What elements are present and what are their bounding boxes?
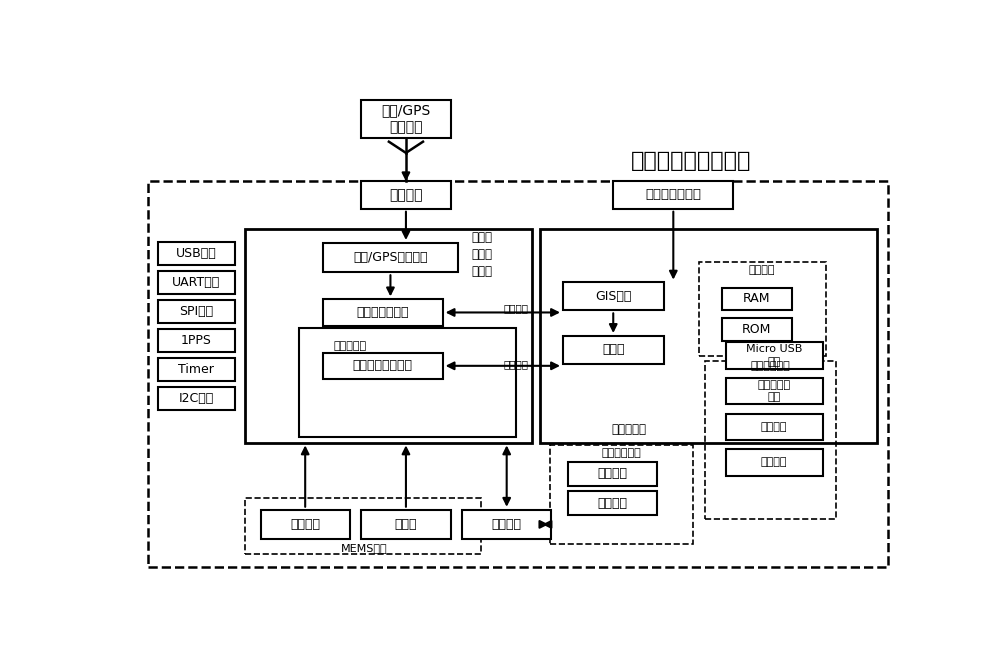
Text: ROM: ROM	[742, 323, 771, 336]
Bar	[299, 328, 516, 438]
Bar	[698, 262, 826, 356]
Bar	[158, 358, 235, 381]
Text: SPI接口: SPI接口	[179, 305, 213, 318]
Text: UART接口: UART接口	[172, 276, 220, 289]
Bar	[540, 229, 877, 443]
Bar	[726, 449, 822, 476]
Text: GIS系统: GIS系统	[595, 290, 631, 303]
Text: 射频模块: 射频模块	[389, 188, 423, 202]
Text: 存储模块: 存储模块	[749, 265, 775, 275]
Bar	[245, 229, 532, 443]
Text: 北斗/GPS
双模天线: 北斗/GPS 双模天线	[381, 103, 431, 134]
Text: 拓扑信息: 拓扑信息	[504, 303, 529, 313]
Bar	[323, 243, 458, 273]
Bar	[158, 242, 235, 265]
Bar	[722, 288, 792, 310]
Bar	[158, 387, 235, 409]
Text: 多信息融合定位系统: 多信息融合定位系统	[631, 150, 751, 170]
Text: 存储模块: 存储模块	[492, 518, 522, 531]
Bar	[550, 445, 693, 544]
Text: Timer: Timer	[178, 363, 214, 376]
Bar	[361, 100, 450, 138]
Bar	[158, 300, 235, 323]
Text: 陀螺仪: 陀螺仪	[395, 518, 417, 531]
Text: 加速度仪: 加速度仪	[290, 518, 320, 531]
Bar	[726, 414, 822, 440]
Text: 1PPS: 1PPS	[181, 334, 212, 347]
Text: 显示单元: 显示单元	[598, 467, 628, 480]
Text: 机卡接口: 机卡接口	[761, 422, 787, 432]
Bar	[613, 181, 733, 209]
Bar	[563, 282, 664, 310]
Text: 耳机接口: 耳机接口	[761, 457, 787, 467]
Text: 北斗/GPS双模基带: 北斗/GPS双模基带	[353, 251, 428, 264]
Bar	[726, 343, 822, 369]
Text: MEMS器件: MEMS器件	[340, 543, 387, 553]
Bar	[148, 181, 888, 567]
Bar	[563, 336, 664, 364]
Bar	[323, 299, 443, 325]
Bar	[158, 271, 235, 294]
Text: 多信息导航软件包: 多信息导航软件包	[353, 359, 413, 372]
Text: 触控单元: 触控单元	[598, 497, 628, 510]
Bar	[361, 181, 450, 209]
Text: 人机界面模块: 人机界面模块	[601, 447, 641, 458]
Text: 外部接口模块: 外部接口模块	[751, 361, 790, 372]
Bar	[323, 352, 443, 379]
Text: USB接口: USB接口	[176, 247, 217, 260]
Text: 移动存储器
接口: 移动存储器 接口	[758, 380, 791, 403]
Text: RAM: RAM	[743, 292, 770, 306]
Text: 位置信息: 位置信息	[504, 359, 529, 369]
Text: 基带控制软件包: 基带控制软件包	[356, 306, 409, 319]
Text: 多信息
融合定
位芯片: 多信息 融合定 位芯片	[471, 231, 492, 278]
Bar	[705, 361, 836, 519]
Bar	[158, 329, 235, 352]
Bar	[568, 462, 657, 486]
Bar	[245, 498, 481, 554]
Bar	[361, 510, 450, 539]
Bar	[722, 318, 792, 341]
Text: 导航处理器: 导航处理器	[333, 341, 366, 351]
Text: 中间件: 中间件	[602, 343, 624, 356]
Bar	[462, 510, 551, 539]
Bar	[568, 491, 657, 515]
Bar	[261, 510, 350, 539]
Bar	[726, 378, 822, 405]
Text: 应用处理器: 应用处理器	[611, 423, 646, 436]
Text: 地图信息数据库: 地图信息数据库	[645, 188, 701, 201]
Text: Micro USB
接口: Micro USB 接口	[746, 345, 802, 367]
Text: I2C接口: I2C接口	[179, 392, 214, 405]
